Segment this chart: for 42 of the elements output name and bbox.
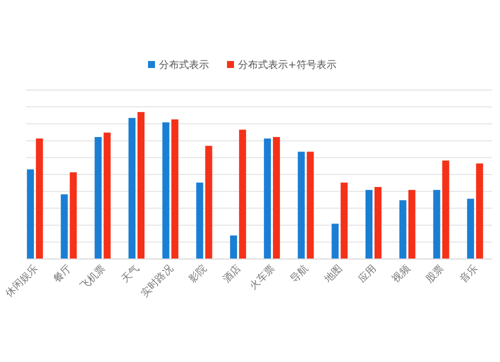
x-tick-label: 视频 [390,262,412,286]
x-tick-label: 影院 [186,262,210,286]
bar [36,138,43,259]
bar [476,163,484,259]
bar [433,190,440,259]
bar [399,200,406,259]
x-tick-label: 餐厅 [51,262,74,286]
bar [94,137,102,259]
legend-label: 分布式表示 [159,59,209,71]
bar [374,186,382,259]
x-tick-label: 应用 [356,262,379,286]
bar [332,224,339,259]
x-tick-label: 股票 [424,263,446,286]
legend-label: 分布式表示+符号表示 [238,59,336,71]
bar [306,152,314,259]
x-tick-label: 音乐 [458,262,480,286]
bar [467,198,474,259]
x-tick-label: 火车票 [247,262,278,292]
bar [60,194,68,259]
x-tick-label: 地图 [321,262,345,286]
bar [138,112,144,259]
bar [70,172,77,259]
x-tick-label: 酒店 [220,262,244,286]
bar [272,137,280,259]
bar [230,235,238,259]
bar [162,122,170,259]
x-tick-label: 导航 [288,262,311,286]
bar [196,182,204,259]
bar [340,182,348,259]
x-tick-label: 飞机票 [78,262,108,292]
bar [442,160,450,259]
bar [298,152,305,259]
bar [366,190,372,259]
bar [104,132,111,259]
bar [239,130,246,259]
x-tick-label: 休闲娱乐 [3,262,40,300]
bar [26,169,34,259]
bar [408,190,416,259]
bar [171,119,178,259]
bar [264,138,271,259]
bar [205,146,212,259]
bar [128,118,136,259]
